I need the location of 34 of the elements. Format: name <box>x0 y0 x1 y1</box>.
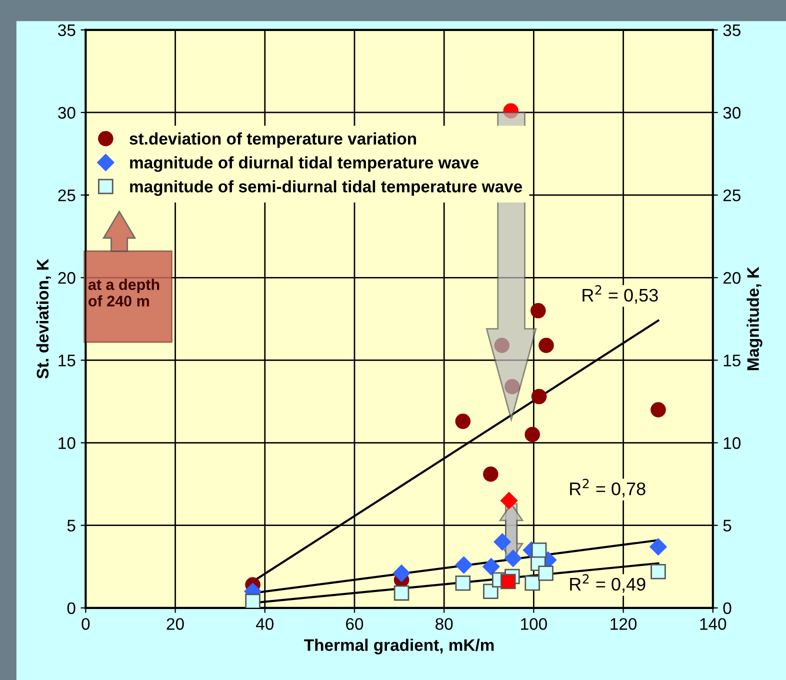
y-tick-label: 5 <box>67 520 76 532</box>
y-tick-label: 35 <box>58 24 76 36</box>
x-tick-label: 20 <box>166 618 184 630</box>
y2-tick-label: 5 <box>723 520 732 532</box>
y-axis-title: St. deviation, K <box>36 258 51 379</box>
x-tick-label: 80 <box>436 618 453 630</box>
y-tick-label: 30 <box>58 106 76 119</box>
x-tick-label: 140 <box>700 618 726 630</box>
y2-tick-label: 30 <box>723 106 741 119</box>
y-tick-label: 20 <box>58 272 76 284</box>
annotation: at a depth of 240 m <box>88 278 160 306</box>
legend-label: magnitude of diurnal tidal temperature wave <box>130 156 479 172</box>
annotation: R$^{2}$ = 0,78 <box>570 478 646 498</box>
x-tick-label: 100 <box>521 618 547 630</box>
legend-label: st.deviation of temperature variation <box>130 132 416 148</box>
annotation: R$^{2}$ = 0,49 <box>570 574 646 593</box>
x-axis-title: Thermal gradient, mK/m <box>304 638 494 654</box>
legend-label: magnitude of semi-diurnal tidal temperature wave <box>130 180 522 196</box>
y2-tick-label: 10 <box>724 437 741 449</box>
annotation: R$^{2}$ = 0,53 <box>582 285 658 304</box>
x-tick-label: 120 <box>610 618 637 630</box>
y2-tick-label: 35 <box>723 24 740 36</box>
y2-tick-label: 15 <box>724 354 740 366</box>
x-tick-label: 60 <box>346 618 364 630</box>
y2-tick-label: 20 <box>723 272 741 284</box>
y2-tick-label: 25 <box>723 189 740 202</box>
y2-tick-label: 0 <box>723 602 732 614</box>
y-tick-label: 0 <box>67 602 76 614</box>
y2-axis-title: Magnitude, K <box>746 266 762 370</box>
y-tick-label: 10 <box>58 437 76 449</box>
x-tick-label: 0 <box>82 618 90 630</box>
x-tick-label: 40 <box>256 618 274 630</box>
y-tick-label: 15 <box>58 354 76 366</box>
y-tick-label: 25 <box>58 189 76 202</box>
